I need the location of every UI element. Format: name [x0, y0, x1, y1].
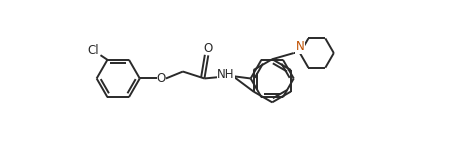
Text: O: O [157, 72, 166, 85]
Text: Cl: Cl [87, 44, 99, 57]
Text: NH: NH [217, 68, 234, 81]
Text: O: O [203, 42, 212, 55]
Text: N: N [295, 40, 303, 53]
